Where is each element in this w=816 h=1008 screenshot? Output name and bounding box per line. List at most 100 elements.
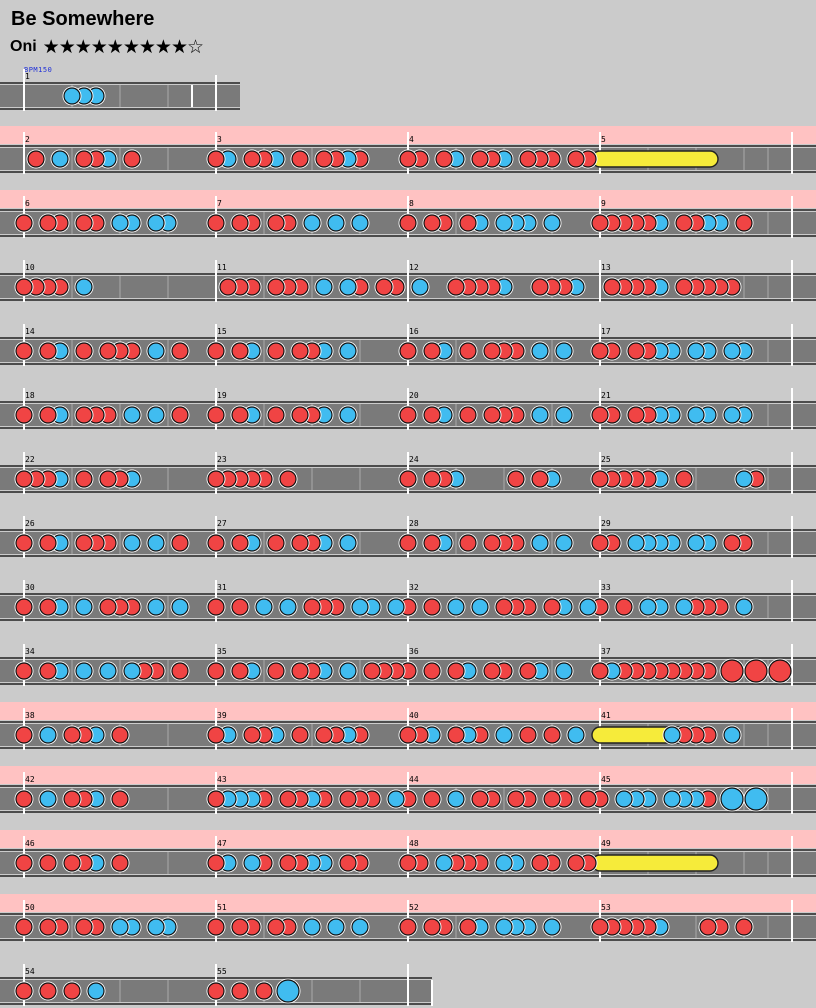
ka-note [495, 214, 513, 232]
don-note [231, 342, 249, 360]
measure-number: 48 [409, 839, 419, 848]
measure-number: 10 [25, 263, 35, 272]
ka-note [315, 278, 333, 296]
don-note [291, 150, 309, 168]
don-note [231, 406, 249, 424]
don-note [423, 598, 441, 616]
don-note [15, 790, 33, 808]
don-note [459, 534, 477, 552]
measure-number: 20 [409, 391, 419, 400]
ka-note [543, 214, 561, 232]
measure-number: 46 [25, 839, 35, 848]
don-note [519, 662, 537, 680]
measure-number: 19 [217, 391, 227, 400]
measure-number: 31 [217, 583, 227, 592]
measure-number: 27 [217, 519, 227, 528]
ka-note [39, 790, 57, 808]
ka-note [351, 214, 369, 232]
ka-note [495, 918, 513, 936]
don-note [15, 918, 33, 936]
don-note [471, 150, 489, 168]
ka-note [147, 534, 165, 552]
don-note [591, 918, 609, 936]
measure-number: 50 [25, 903, 35, 912]
ka-note [495, 726, 513, 744]
ka-note [147, 214, 165, 232]
don-note [111, 790, 129, 808]
measure-number: 41 [601, 711, 611, 720]
don-note [75, 150, 93, 168]
measure-number: 55 [217, 967, 227, 976]
don-note [15, 342, 33, 360]
measure-number: 28 [409, 519, 419, 528]
don-note [543, 726, 561, 744]
don-note [543, 598, 561, 616]
don-note [99, 342, 117, 360]
don-note [459, 342, 477, 360]
don-note [291, 726, 309, 744]
measure-number: 38 [25, 711, 35, 720]
don-note [675, 278, 693, 296]
don-note [207, 150, 225, 168]
don-note [243, 150, 261, 168]
measure-number: 36 [409, 647, 419, 656]
ka-note [123, 662, 141, 680]
don-note [15, 598, 33, 616]
measure-number: 51 [217, 903, 227, 912]
don-note [15, 470, 33, 488]
don-note [267, 214, 285, 232]
don-note [543, 790, 561, 808]
don-note [63, 726, 81, 744]
don-note [207, 470, 225, 488]
ka-note [147, 918, 165, 936]
ka-note [723, 726, 741, 744]
don-note [471, 790, 489, 808]
don-note [531, 854, 549, 872]
measure-number: 43 [217, 775, 227, 784]
don-note [447, 726, 465, 744]
measure-number: 37 [601, 647, 611, 656]
ka-note [63, 87, 81, 105]
measure-number: 44 [409, 775, 419, 784]
measure-number: 49 [601, 839, 611, 848]
measure-number: 32 [409, 583, 419, 592]
don-note [267, 534, 285, 552]
don-note [567, 150, 585, 168]
don-note [315, 726, 333, 744]
don-note [39, 342, 57, 360]
ka-note [555, 534, 573, 552]
don-note [531, 278, 549, 296]
don-note [63, 854, 81, 872]
measure-number: 39 [217, 711, 227, 720]
don-note [15, 214, 33, 232]
don-note [531, 470, 549, 488]
don-note [363, 662, 381, 680]
don-note [39, 982, 57, 1000]
don-note [339, 790, 357, 808]
ka-note [471, 598, 489, 616]
don-note [27, 150, 45, 168]
don-note [231, 918, 249, 936]
don-note [279, 470, 297, 488]
don-note [15, 662, 33, 680]
don-note [483, 406, 501, 424]
don-note [423, 918, 441, 936]
ka-note [123, 534, 141, 552]
don-note [39, 854, 57, 872]
don-note [579, 790, 597, 808]
don-note [39, 662, 57, 680]
don-note [231, 662, 249, 680]
don-note [495, 598, 513, 616]
measure-number: 2 [25, 135, 30, 144]
big-don-note [720, 659, 744, 683]
measure-number: 5 [601, 135, 606, 144]
drumroll-note [591, 854, 719, 872]
don-note [231, 534, 249, 552]
don-note [627, 406, 645, 424]
don-note [231, 598, 249, 616]
measure-number: 25 [601, 455, 611, 464]
don-note [483, 342, 501, 360]
ka-note [387, 790, 405, 808]
measure-number: 1 [25, 72, 30, 81]
